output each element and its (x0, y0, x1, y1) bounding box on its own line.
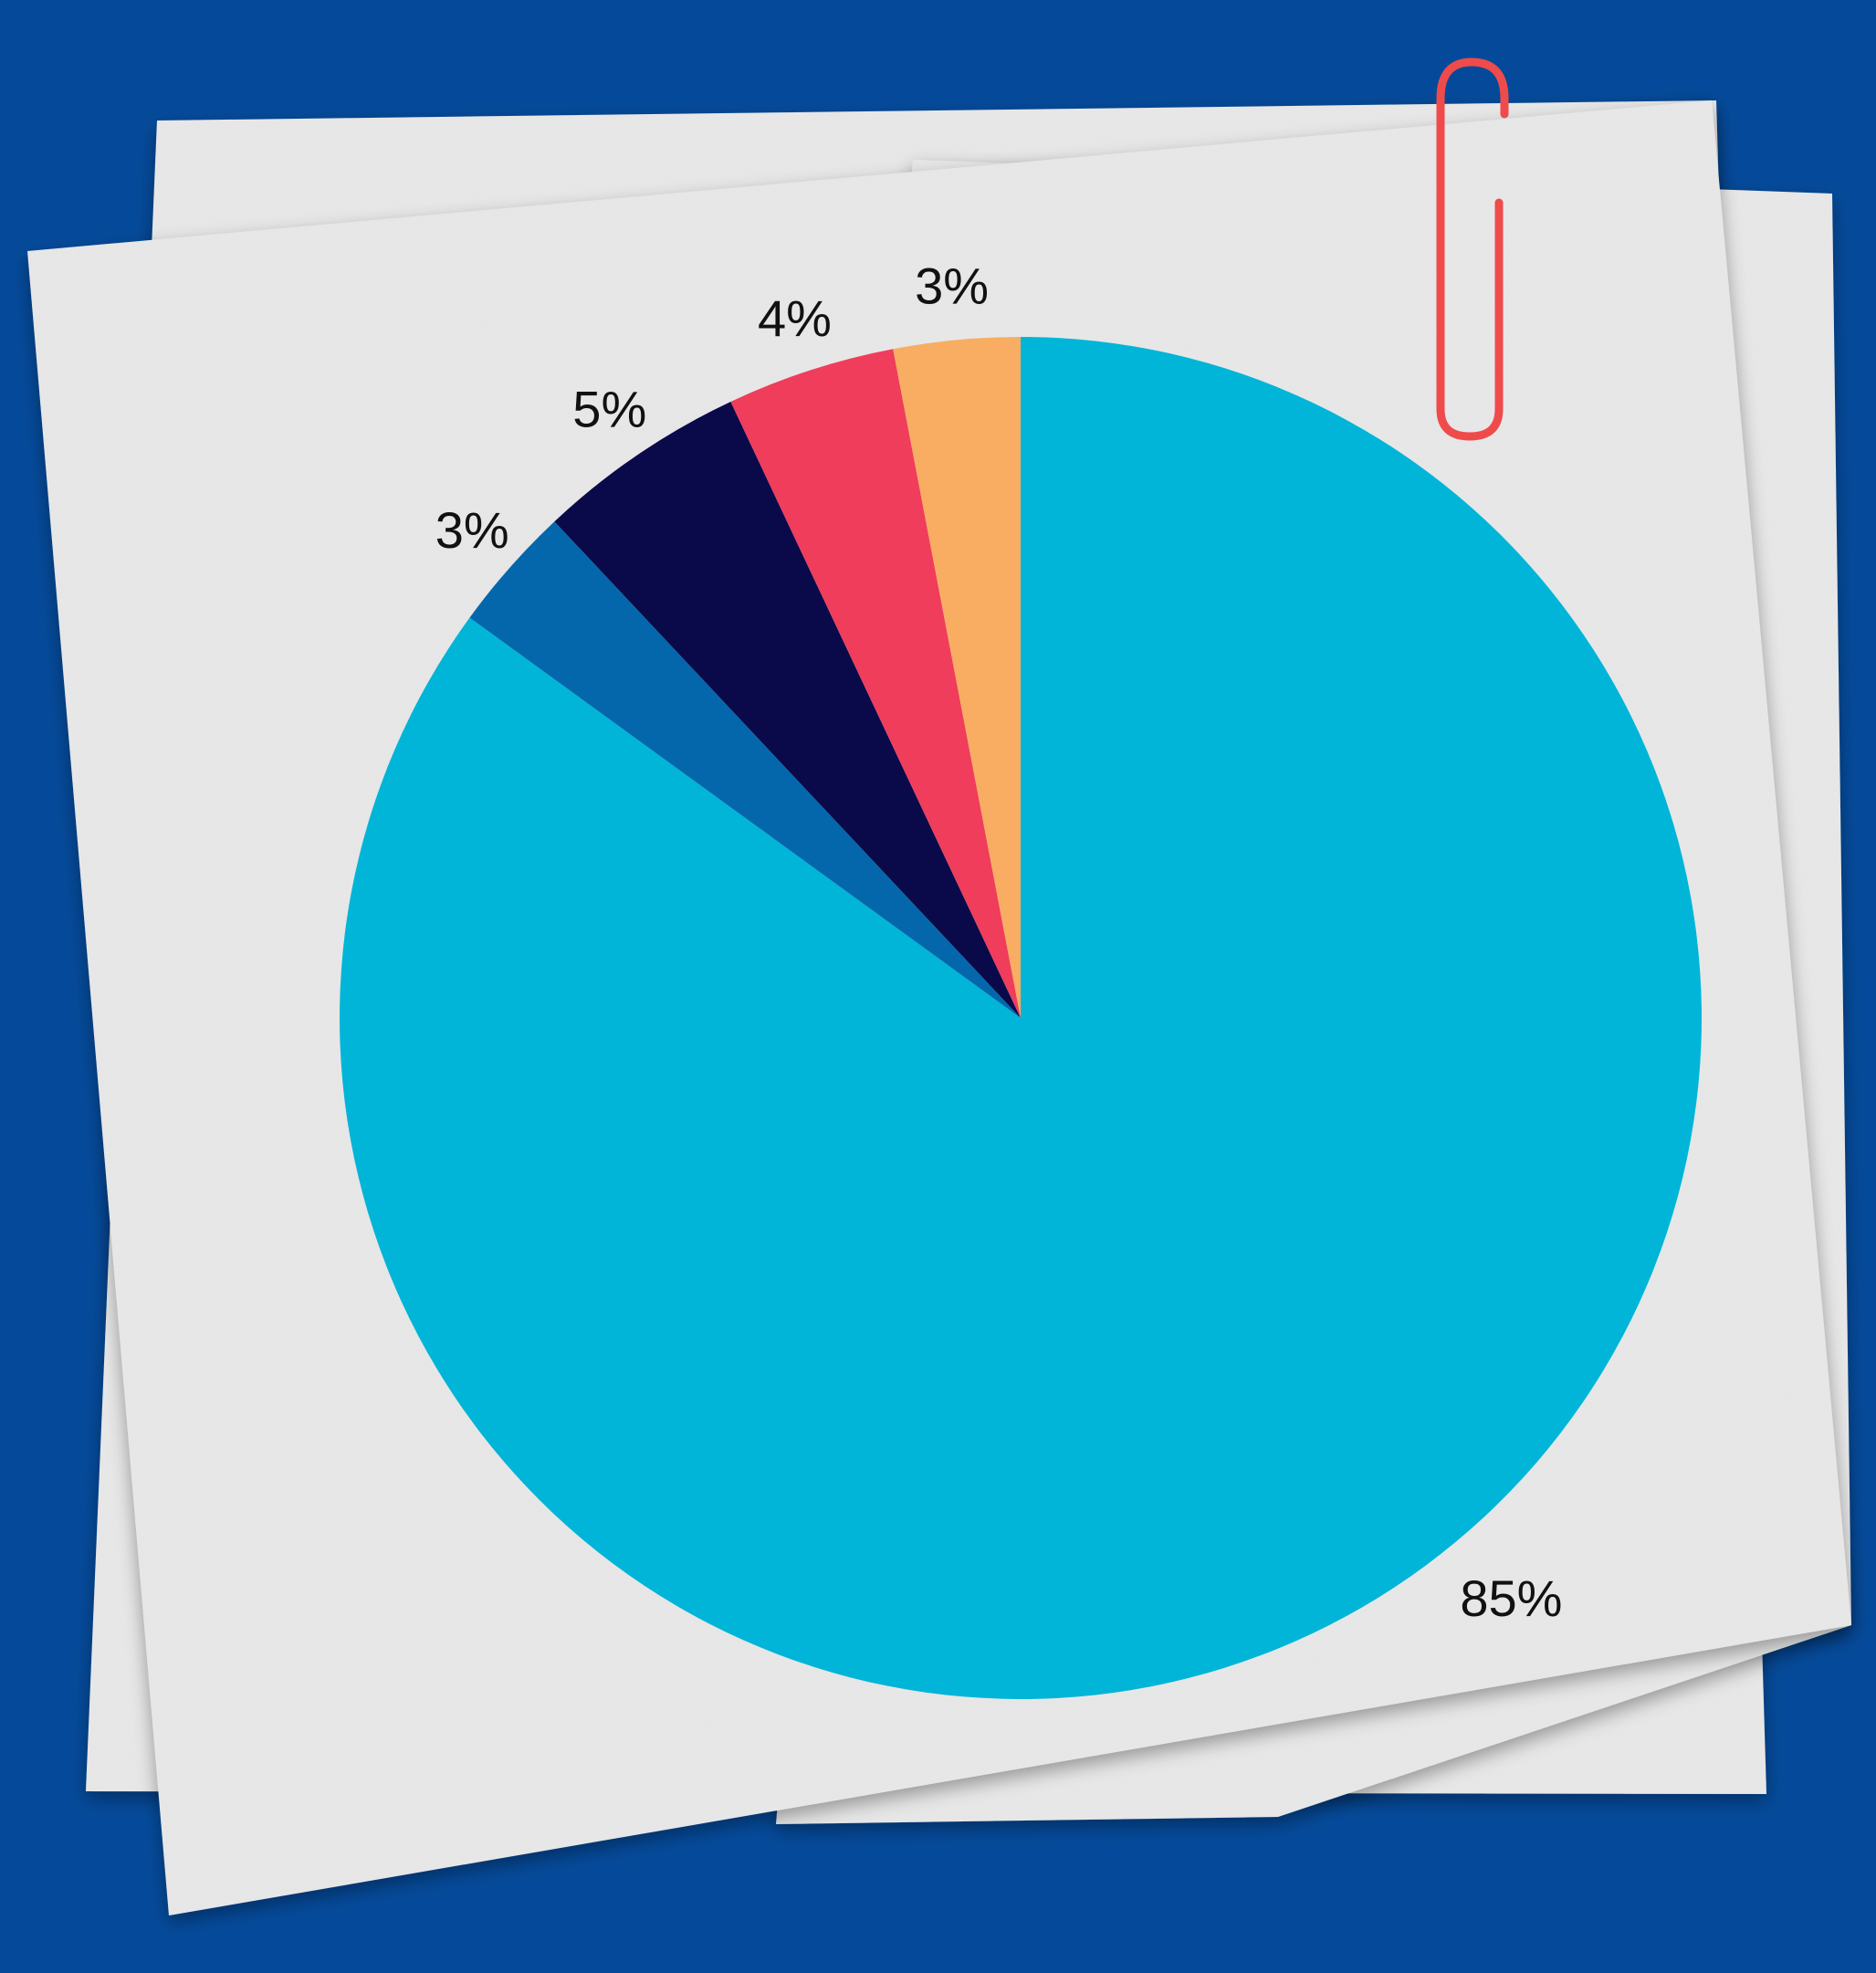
pie-slice-3 (554, 401, 1021, 1018)
pie-slice-label-2: 3% (435, 501, 509, 559)
pie-slice-4 (730, 349, 1021, 1018)
pie-slice-label-5: 3% (915, 257, 989, 314)
pie-slice-label-1: 85% (1460, 1569, 1562, 1627)
pie-slice-5 (893, 337, 1021, 1018)
paperclip-icon (1436, 58, 1509, 441)
pie-chart (339, 337, 1702, 1699)
pie-slice-label-3: 5% (572, 380, 646, 437)
pie-labels: 85% 3% 5% 4% 3% (435, 257, 1563, 1627)
pie-slice-2 (469, 521, 1021, 1018)
pie-slice-label-4: 4% (758, 289, 832, 347)
